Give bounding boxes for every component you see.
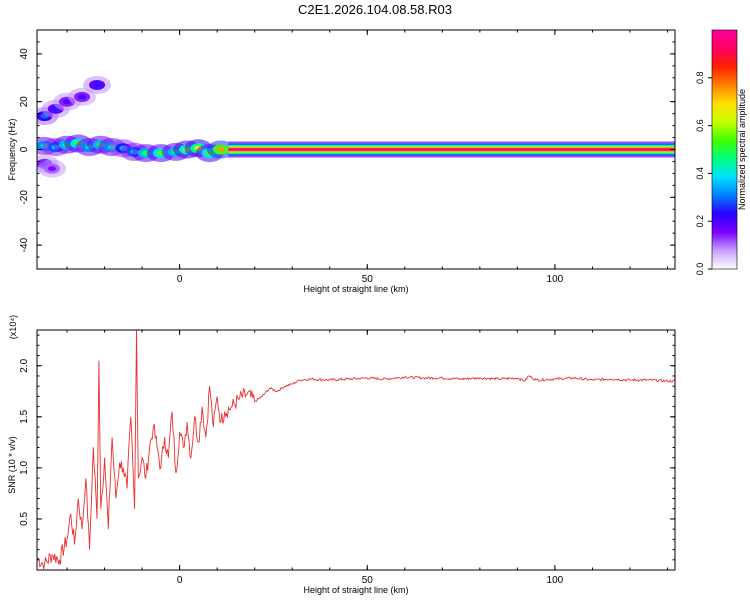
y-tick-label: 20 bbox=[19, 96, 30, 108]
y-tick-label: 40 bbox=[19, 48, 30, 60]
spectral-blob-core bbox=[78, 94, 87, 100]
snr-plot-background bbox=[37, 330, 675, 570]
colorbar-tick-label: 0.8 bbox=[695, 72, 705, 85]
x-tick-label: 50 bbox=[362, 274, 374, 285]
colorbar-gradient bbox=[711, 29, 738, 270]
snr-x-label: Height of straight line (km) bbox=[303, 585, 408, 595]
y-tick-label: 2.0 bbox=[19, 358, 30, 372]
spectrogram-x-axis: 0 50 100 bbox=[66, 30, 668, 285]
y-tick-label: 0.5 bbox=[19, 512, 30, 526]
x-tick-label: 0 bbox=[177, 575, 183, 586]
snr-y-multiplier: (x10⁴) bbox=[8, 315, 18, 339]
snr-y-label: SNR (10 * v/v) bbox=[7, 436, 17, 494]
spectral-blob-core bbox=[93, 82, 102, 88]
y-tick-label: 1.5 bbox=[19, 409, 30, 423]
spectrogram-y-label: Frequency (Hz) bbox=[7, 118, 17, 180]
colorbar: 0.0 0.2 0.4 0.6 0.8 Normalized spectral ampli… bbox=[695, 29, 747, 276]
snr-series-line bbox=[37, 330, 675, 570]
spectral-blob-core bbox=[63, 99, 72, 105]
snr-y-axis: 0.5 1.0 1.5 2.0 bbox=[19, 334, 675, 561]
chart-title: C2E1.2026.104.08.58.R03 bbox=[298, 2, 452, 17]
spectral-blob-core bbox=[48, 166, 57, 172]
x-tick-label: 100 bbox=[547, 274, 564, 285]
snr-plot-frame bbox=[36, 329, 676, 571]
snr-plot bbox=[37, 330, 675, 570]
colorbar-tick-label: 0.4 bbox=[695, 167, 705, 180]
colorbar-tick-label: 0.6 bbox=[695, 119, 705, 132]
spectrogram-x-label: Height of straight line (km) bbox=[303, 284, 408, 294]
snr-x-axis: 0 50 100 bbox=[66, 330, 668, 586]
colorbar-tick-label: 0.2 bbox=[695, 215, 705, 228]
y-tick-label: -20 bbox=[19, 190, 30, 205]
x-tick-label: 50 bbox=[362, 575, 374, 586]
y-tick-label: 1.0 bbox=[19, 460, 30, 474]
x-tick-label: 0 bbox=[177, 274, 183, 285]
spectral-blob-core bbox=[216, 147, 225, 152]
x-tick-label: 100 bbox=[547, 575, 564, 586]
y-tick-label: 0 bbox=[19, 146, 30, 152]
colorbar-label: Normalized spectral amplitude bbox=[737, 89, 747, 210]
spectrogram-y-axis: -40 -20 0 20 40 bbox=[19, 29, 675, 270]
colorbar-tick-label: 0.0 bbox=[695, 263, 705, 276]
spectrogram-plot bbox=[37, 30, 675, 269]
y-tick-label: -40 bbox=[19, 237, 30, 252]
